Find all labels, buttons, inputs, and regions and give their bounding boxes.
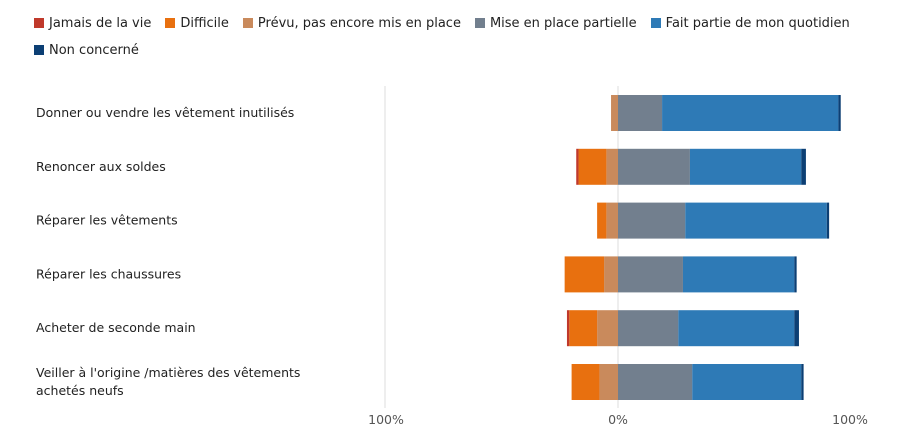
category-labels: Donner ou vendre les vêtement inutilisés… (36, 105, 300, 398)
legend-swatch (34, 45, 44, 55)
legend: Jamais de la vie Difficile Prévu, pas enco… (34, 10, 874, 64)
bar-fait-partie-de-mon-quotidien (692, 364, 802, 400)
bar-difficile (578, 148, 607, 185)
bar-prevu-pas-encore-mis-en-place (606, 202, 618, 239)
bar-difficile (571, 364, 600, 400)
bar-mise-en-place-partielle (618, 202, 686, 239)
bar-difficile (569, 310, 598, 347)
bar-prevu-pas-encore-mis-en-place (611, 95, 618, 131)
bar-fait-partie-de-mon-quotidien (678, 310, 795, 347)
bar-jamais-de-la-vie (566, 310, 570, 347)
legend-item-non-concerne: Non concerné (34, 37, 139, 64)
bar-prevu-pas-encore-mis-en-place (606, 148, 618, 185)
bar-non-concerne (794, 256, 797, 293)
category-label: Renoncer aux soldes (36, 159, 166, 174)
legend-item-fait-partie-de-mon-quotidien: Fait partie de mon quotidien (650, 10, 850, 37)
bar-non-concerne (826, 202, 830, 239)
legend-swatch (474, 18, 485, 28)
category-label: Acheter de seconde main (36, 320, 196, 335)
legend-swatch (34, 18, 44, 28)
bar-difficile (564, 256, 605, 293)
bar-non-concerne (794, 310, 799, 347)
bar-non-concerne (801, 148, 806, 185)
legend-label: Fait partie de mon quotidien (665, 16, 850, 31)
tick-label: 100% (368, 412, 404, 427)
bar-prevu-pas-encore-mis-en-place (604, 256, 618, 293)
bars-group (564, 95, 841, 400)
legend-item-mise-en-place-partielle: Mise en place partielle (474, 10, 637, 37)
tick-label: 0% (608, 412, 628, 427)
bar-fait-partie-de-mon-quotidien (682, 256, 795, 293)
bar-mise-en-place-partielle (618, 256, 683, 293)
legend-label: Mise en place partielle (489, 16, 637, 31)
bar-mise-en-place-partielle (618, 95, 663, 131)
bar-jamais-de-la-vie (576, 148, 579, 185)
category-label: Réparer les vêtements (36, 213, 178, 228)
legend-label: Jamais de la vie (49, 16, 152, 31)
bar-non-concerne (838, 95, 841, 131)
bar-fait-partie-de-mon-quotidien (689, 148, 802, 185)
category-label: Donner ou vendre les vêtement inutilisés (36, 105, 294, 120)
bar-fait-partie-de-mon-quotidien (662, 95, 839, 131)
tick-labels: 100% 0% 100% (368, 412, 868, 427)
category-label: Réparer les chaussures (36, 266, 181, 281)
category-label: Veiller à l'origine /matières des vêteme… (36, 365, 300, 398)
bar-prevu-pas-encore-mis-en-place (597, 310, 618, 347)
legend-label: Difficile (180, 16, 229, 31)
legend-label: Non concerné (49, 43, 139, 58)
legend-swatch (165, 18, 176, 28)
bar-mise-en-place-partielle (618, 364, 693, 400)
bar-prevu-pas-encore-mis-en-place (599, 364, 618, 400)
legend-swatch (650, 18, 661, 28)
bar-mise-en-place-partielle (618, 148, 690, 185)
bar-non-concerne (801, 364, 804, 400)
legend-label: Prévu, pas encore mis en place (257, 16, 461, 31)
bar-mise-en-place-partielle (618, 310, 679, 347)
bar-fait-partie-de-mon-quotidien (685, 202, 827, 239)
legend-item-prevu-pas-encore-mis-en-place: Prévu, pas encore mis en place (242, 10, 461, 37)
legend-item-difficile: Difficile (165, 10, 229, 37)
legend-swatch (242, 18, 253, 28)
legend-item-jamais-de-la-vie: Jamais de la vie (34, 10, 151, 37)
tick-label: 100% (832, 412, 868, 427)
bar-difficile (597, 202, 607, 239)
